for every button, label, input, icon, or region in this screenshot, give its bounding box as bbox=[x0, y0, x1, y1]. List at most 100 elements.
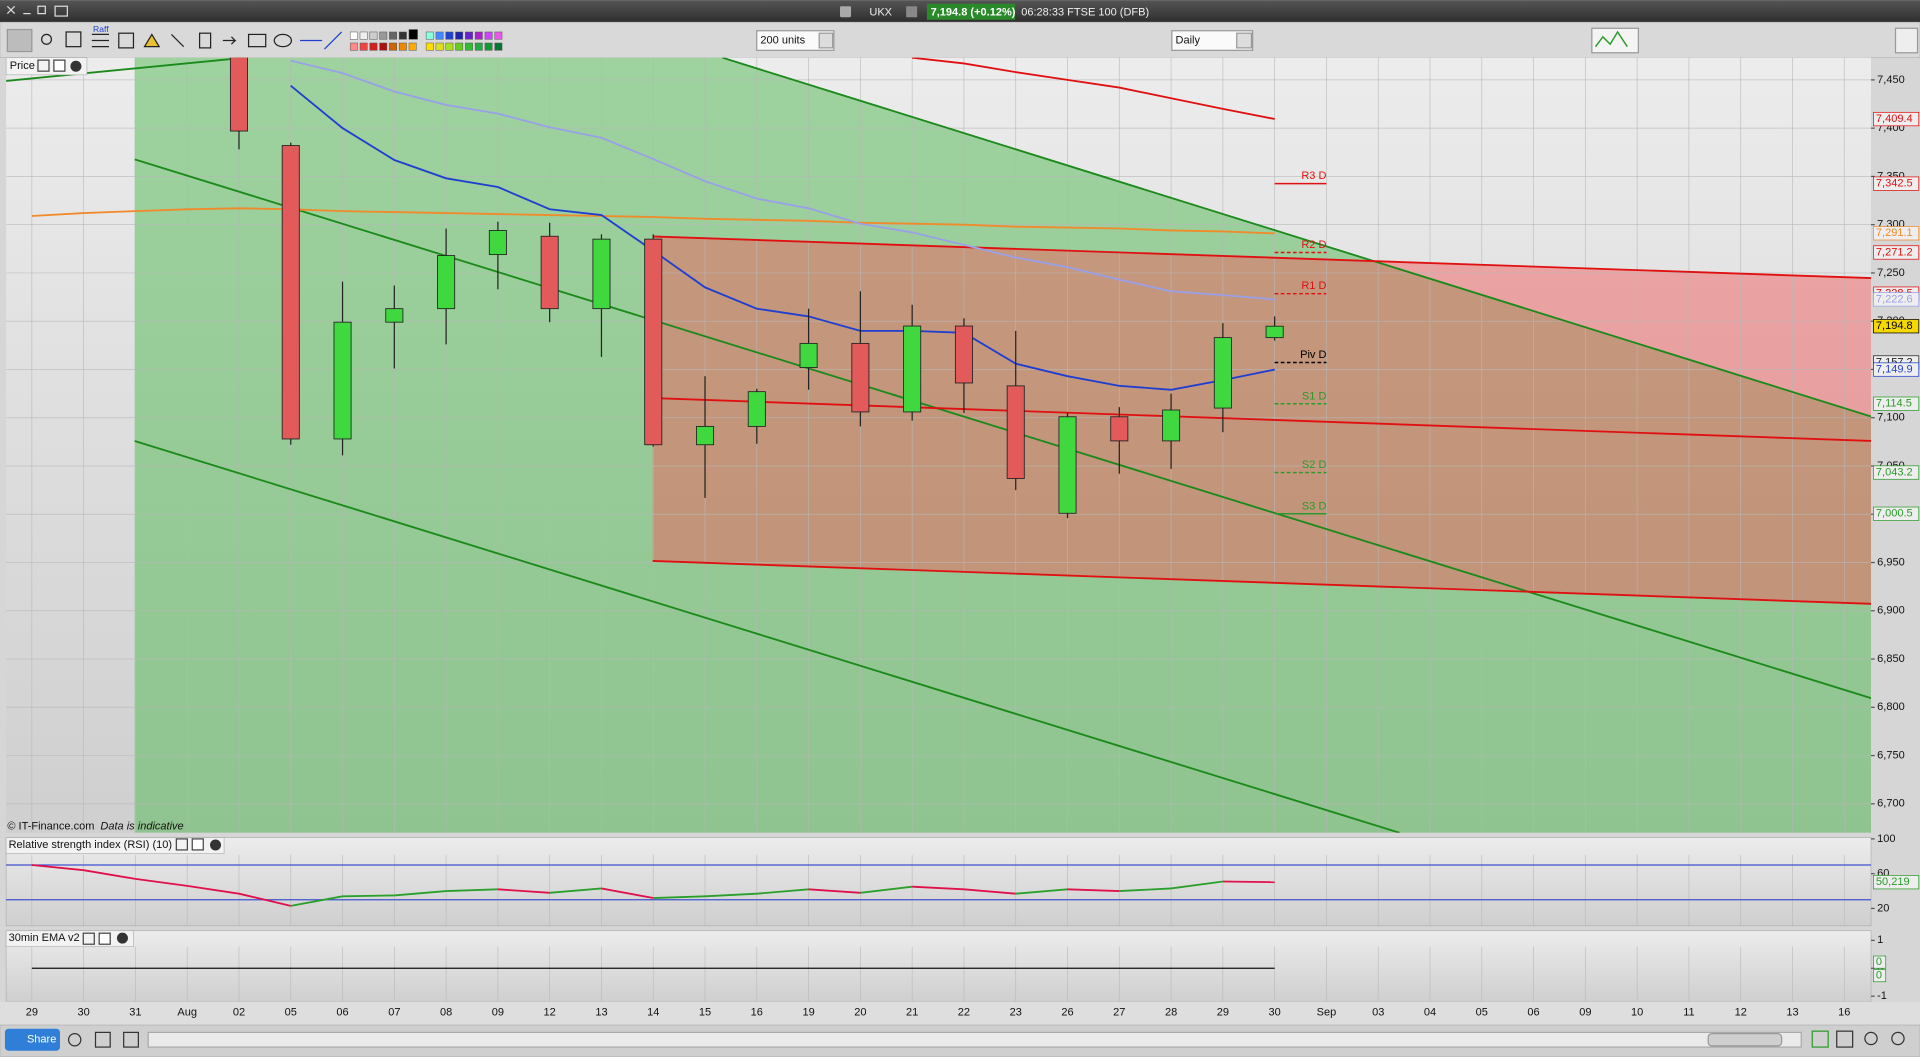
pointer-tool[interactable] bbox=[6, 28, 33, 53]
candle-body bbox=[281, 145, 300, 440]
trend-line bbox=[134, 158, 1872, 699]
trend-line bbox=[722, 57, 1872, 418]
x-tick-label: 09 bbox=[492, 1007, 504, 1019]
price-flag-label: 7,000.5 bbox=[1876, 508, 1913, 520]
x-tick-label: 07 bbox=[388, 1007, 400, 1019]
fib-tool[interactable] bbox=[65, 31, 82, 48]
x-tick-label: 31 bbox=[129, 1007, 141, 1019]
text-tool[interactable] bbox=[118, 32, 135, 49]
line-series bbox=[290, 85, 1275, 391]
rsi-segment bbox=[704, 892, 757, 898]
x-tick-label: 14 bbox=[647, 1007, 659, 1019]
close-panel-icon[interactable] bbox=[210, 839, 222, 851]
price-panel-header bbox=[5, 57, 88, 76]
fit-icon[interactable] bbox=[1811, 1030, 1829, 1048]
interval-select[interactable] bbox=[1171, 30, 1254, 51]
y-tick-label: 6,950 bbox=[1877, 556, 1905, 568]
price-flag bbox=[1873, 465, 1920, 480]
ema-flag bbox=[1873, 955, 1887, 969]
rsi-flag-label: 50,219 bbox=[1876, 876, 1910, 888]
rsi-segment bbox=[187, 884, 240, 895]
measure-tool[interactable] bbox=[170, 33, 185, 48]
price-flag-label: 7,114.5 bbox=[1876, 398, 1912, 410]
units-select[interactable] bbox=[756, 30, 835, 51]
zoom-out-icon[interactable] bbox=[1864, 1031, 1878, 1046]
y-tick-label: 6,850 bbox=[1877, 653, 1905, 665]
rsi-segment bbox=[1170, 880, 1223, 890]
x-tick-label: 06 bbox=[1527, 1007, 1539, 1019]
x-tick-label: 06 bbox=[336, 1007, 348, 1019]
alert-tool[interactable] bbox=[143, 33, 161, 48]
drawing-tools[interactable] bbox=[6, 28, 343, 53]
y-tick-label: -1 bbox=[1877, 990, 1887, 1002]
close-panel-icon[interactable] bbox=[116, 932, 128, 944]
pivot-label: S1 D bbox=[1302, 390, 1327, 402]
units-dropdown[interactable] bbox=[818, 32, 834, 49]
arrow-tool[interactable] bbox=[222, 36, 237, 45]
price-flag bbox=[1873, 362, 1920, 377]
zoom-tool[interactable] bbox=[41, 33, 53, 45]
y-tick-label: 7,450 bbox=[1877, 74, 1905, 86]
price-flag bbox=[1873, 245, 1920, 260]
y-tick-label: 6,700 bbox=[1877, 798, 1905, 810]
candle-body bbox=[1006, 385, 1025, 479]
channel-tool[interactable] bbox=[91, 33, 109, 48]
x-tick-label: 30 bbox=[1269, 1007, 1281, 1019]
chart-style-button[interactable] bbox=[1591, 27, 1639, 54]
candle-body bbox=[229, 57, 248, 132]
x-tick-label: 21 bbox=[906, 1007, 918, 1019]
trendline-tool[interactable] bbox=[324, 31, 343, 50]
rsi-segment bbox=[756, 888, 809, 895]
detach-icon[interactable] bbox=[191, 838, 204, 851]
zoom-area-icon[interactable] bbox=[1836, 1030, 1854, 1048]
rsi-segment bbox=[446, 888, 498, 892]
side-panel-toggle[interactable] bbox=[1894, 27, 1919, 54]
delete-tool[interactable] bbox=[198, 32, 212, 49]
window-buttons[interactable] bbox=[6, 5, 68, 17]
rect-tool[interactable] bbox=[247, 33, 267, 48]
detach-icon[interactable] bbox=[53, 59, 66, 72]
x-tick-label: Aug bbox=[177, 1007, 197, 1019]
y-tick-label: 100 bbox=[1877, 833, 1895, 845]
maximize-button[interactable] bbox=[54, 5, 68, 17]
interval-dropdown[interactable] bbox=[1236, 32, 1253, 49]
sync-icon[interactable] bbox=[67, 1032, 82, 1047]
ema-flag-label: 0 bbox=[1876, 970, 1882, 982]
x-tick-label: 11 bbox=[1683, 1007, 1694, 1019]
rsi-segment bbox=[135, 877, 188, 887]
info-icon[interactable] bbox=[906, 6, 918, 18]
rsi-segment bbox=[549, 887, 602, 894]
price-flag bbox=[1873, 111, 1920, 127]
close-button[interactable] bbox=[6, 5, 16, 15]
price-panel-label: Price bbox=[10, 60, 35, 72]
layout-icon[interactable] bbox=[94, 1031, 111, 1048]
scroll-thumb[interactable] bbox=[1707, 1032, 1783, 1047]
interval-value: Daily bbox=[1176, 34, 1201, 46]
pivot-label: S3 D bbox=[1302, 500, 1327, 512]
units-value: 200 units bbox=[760, 34, 805, 46]
ellipse-tool[interactable] bbox=[273, 33, 293, 48]
date-axis bbox=[0, 1001, 1920, 1026]
candle-body bbox=[747, 391, 766, 427]
y-tick-label: 6,900 bbox=[1877, 605, 1905, 617]
y-tick-label: 7,250 bbox=[1877, 267, 1905, 279]
share-button[interactable] bbox=[4, 1028, 60, 1051]
price-flag-label: 7,043.2 bbox=[1876, 466, 1913, 478]
zoom-in-icon[interactable] bbox=[1891, 1031, 1905, 1046]
scrollbar[interactable] bbox=[147, 1031, 1802, 1048]
trend-line bbox=[652, 235, 1872, 280]
rsi-segment bbox=[1067, 888, 1120, 892]
x-tick-label: 22 bbox=[958, 1007, 970, 1019]
restore-button[interactable] bbox=[37, 5, 46, 15]
x-tick-label: Sep bbox=[1317, 1007, 1337, 1019]
price-flag-label: 7,409.4 bbox=[1876, 113, 1913, 125]
settings-icon[interactable] bbox=[37, 59, 50, 72]
settings-icon[interactable] bbox=[175, 838, 188, 851]
close-panel-icon[interactable] bbox=[70, 60, 82, 72]
print-icon[interactable] bbox=[123, 1031, 139, 1048]
color-swatches[interactable] bbox=[349, 29, 503, 51]
symbol: UKX bbox=[869, 6, 892, 18]
x-tick-label: 13 bbox=[1786, 1007, 1798, 1019]
settings-icon[interactable] bbox=[82, 932, 95, 945]
detach-icon[interactable] bbox=[98, 932, 111, 945]
